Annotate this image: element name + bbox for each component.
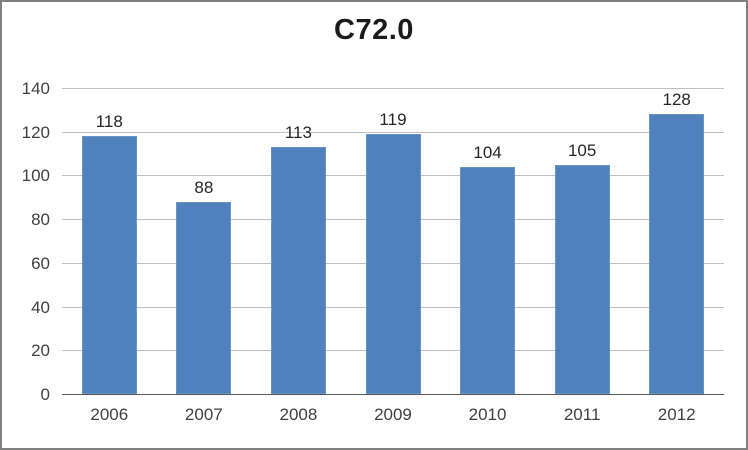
x-axis-tick-label: 2012: [657, 405, 696, 424]
y-axis-tick-label: 100: [21, 166, 50, 186]
bar-value-label: 119: [379, 109, 407, 129]
bar-value-label: 88: [194, 177, 214, 197]
y-axis-tick-label: 60: [31, 253, 50, 273]
bar-value-label: 128: [662, 90, 691, 110]
bar-2006: [81, 136, 137, 394]
y-axis-tick-label: 120: [21, 122, 50, 142]
x-axis-tick-label: 2008: [279, 405, 318, 424]
bar-2012: [649, 114, 705, 394]
bar-value-label: 118: [95, 112, 123, 132]
bar-2008: [270, 147, 326, 394]
gridline: [62, 131, 724, 133]
y-axis-tick-label: 40: [31, 297, 50, 317]
bar-2010: [460, 166, 516, 394]
bar-2009: [365, 133, 421, 394]
x-axis-tick-label: 2007: [184, 405, 223, 424]
x-axis-tick-label: 2010: [468, 405, 507, 424]
y-axis-tick-label: 80: [31, 210, 50, 230]
chart-title: C72.0: [334, 14, 414, 46]
x-axis-tick-label: 2011: [563, 405, 601, 424]
x-axis-tick-label: 2009: [374, 405, 412, 424]
plot-area: 0 20 40 60 80 100 120 140 118 2006 88 2007 113 2008 11…: [22, 80, 724, 423]
bar-value-label: 104: [473, 142, 502, 162]
x-axis-line: [62, 394, 724, 395]
bar-value-label: 113: [284, 123, 312, 143]
bar-value-label: 105: [567, 140, 597, 160]
y-axis-tick-label: 0: [40, 385, 50, 404]
gridline: [62, 88, 724, 89]
bar-2007: [176, 201, 232, 394]
y-axis-tick-label: 20: [31, 341, 50, 361]
x-axis-tick-label: 2006: [90, 405, 129, 424]
y-axis-tick-label: 140: [21, 79, 50, 98]
bar-2011: [554, 164, 610, 394]
